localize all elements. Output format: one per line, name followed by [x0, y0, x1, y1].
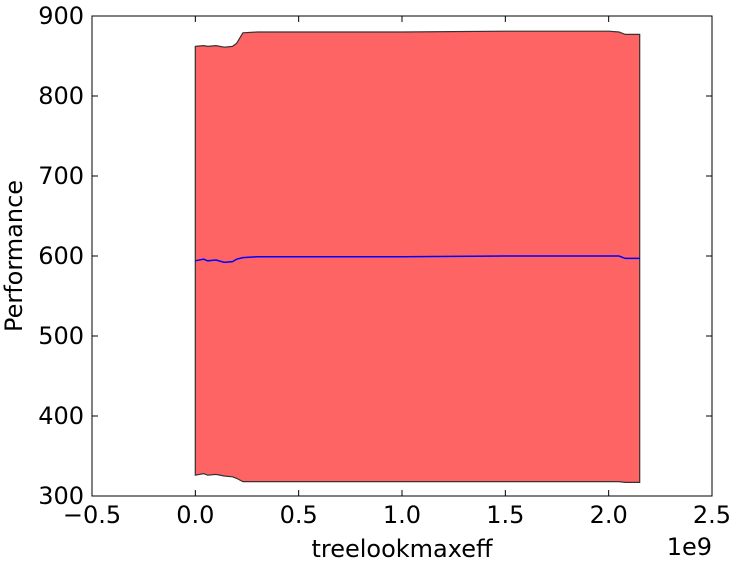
x-axis-ticks: −0.5 0.0 0.5 1.0 1.5 2.0 2.5 — [63, 16, 731, 529]
y-axis-ticks: 300 400 500 600 700 800 900 — [38, 2, 712, 510]
x-tick-label: 2.0 — [590, 501, 628, 529]
y-tick-label: 300 — [38, 482, 84, 510]
x-axis-offset-label: 1e9 — [667, 533, 712, 561]
x-tick-label: 0.0 — [176, 501, 214, 529]
mean-performance-line — [195, 255, 640, 264]
y-tick-label: 900 — [38, 2, 84, 30]
y-tick-label: 600 — [38, 242, 84, 270]
x-tick-label: 0.5 — [280, 501, 318, 529]
y-tick-label: 700 — [38, 162, 84, 190]
x-tick-label: −0.5 — [63, 501, 121, 529]
y-axis-label: Performance — [0, 180, 28, 332]
y-tick-label: 800 — [38, 82, 84, 110]
y-tick-label: 400 — [38, 402, 84, 430]
x-tick-label: 1.0 — [383, 501, 421, 529]
x-axis-label: treelookmaxeff — [311, 535, 493, 563]
x-tick-label: 2.5 — [693, 501, 731, 529]
y-tick-label: 500 — [38, 322, 84, 350]
plot-area — [91, 15, 713, 497]
x-tick-label: 1.5 — [486, 501, 524, 529]
